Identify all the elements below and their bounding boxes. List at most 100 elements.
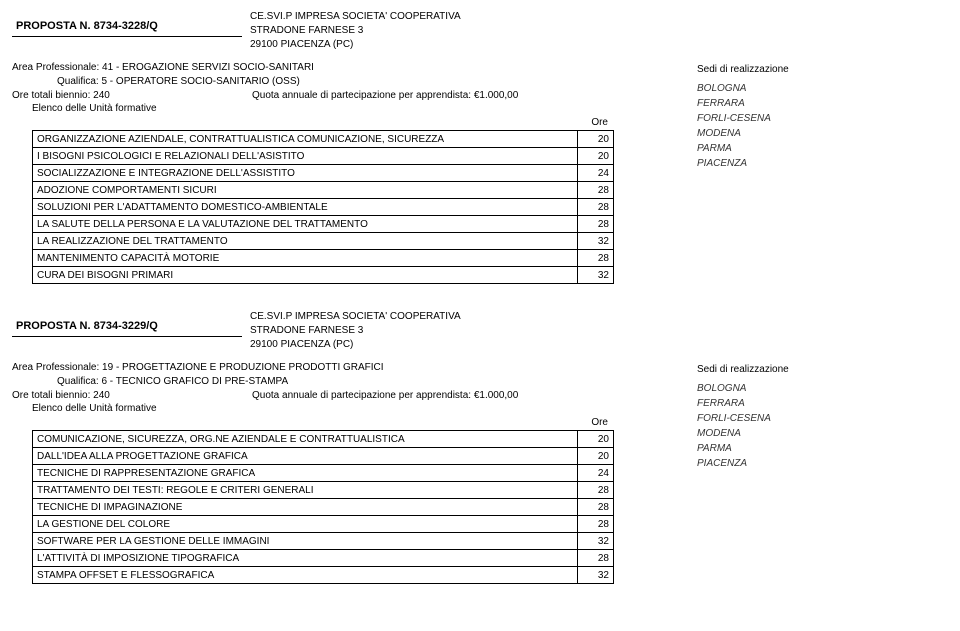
unit-label: TRATTAMENTO DEI TESTI: REGOLE E CRITERI … [33, 482, 578, 499]
company-city: 29100 PIACENZA (PC) [250, 38, 461, 52]
sedi-title: Sedi di realizzazione [697, 62, 948, 77]
totals-line: Ore totali biennio: 240Quota annuale di … [12, 390, 637, 401]
table-row: CURA DEI BISOGNI PRIMARI32 [33, 267, 614, 284]
table-row: TECNICHE DI RAPPRESENTAZIONE GRAFICA24 [33, 465, 614, 482]
sede-item: PIACENZA [697, 456, 948, 471]
table-row: COMUNICAZIONE, SICUREZZA, ORG.NE AZIENDA… [33, 431, 614, 448]
unit-hours: 32 [578, 233, 614, 250]
qualifica: Qualifica: 5 - OPERATORE SOCIO-SANITARIO… [57, 76, 637, 87]
proposal-number: PROPOSTA N. 8734-3229/Q [12, 308, 242, 337]
unit-label: CURA DEI BISOGNI PRIMARI [33, 267, 578, 284]
units-table: COMUNICAZIONE, SICUREZZA, ORG.NE AZIENDA… [32, 430, 614, 584]
sedi-list: BOLOGNAFERRARAFORLI-CESENAMODENAPARMAPIA… [697, 81, 948, 171]
sede-item: BOLOGNA [697, 381, 948, 396]
sede-item: FERRARA [697, 96, 948, 111]
unit-hours: 28 [578, 516, 614, 533]
unit-hours: 24 [578, 465, 614, 482]
unit-label: MANTENIMENTO CAPACITÀ MOTORIE [33, 250, 578, 267]
table-row: TECNICHE DI IMPAGINAZIONE28 [33, 499, 614, 516]
table-row: MANTENIMENTO CAPACITÀ MOTORIE28 [33, 250, 614, 267]
sede-item: MODENA [697, 126, 948, 141]
sede-item: PARMA [697, 441, 948, 456]
table-row: ORGANIZZAZIONE AZIENDALE, CONTRATTUALIST… [33, 131, 614, 148]
ore-totali: Ore totali biennio: 240 [12, 390, 252, 401]
quota-annuale: Quota annuale di partecipazione per appr… [252, 390, 518, 401]
proposal-body: Area Professionale: 19 - PROGETTAZIONE E… [12, 362, 948, 584]
table-row: SOCIALIZZAZIONE E INTEGRAZIONE DELL'ASSI… [33, 165, 614, 182]
sedi-column: Sedi di realizzazione BOLOGNAFERRARAFORLI… [637, 62, 948, 171]
left-column: Area Professionale: 19 - PROGETTAZIONE E… [12, 362, 637, 584]
company-city: 29100 PIACENZA (PC) [250, 338, 461, 352]
table-row: TRATTAMENTO DEI TESTI: REGOLE E CRITERI … [33, 482, 614, 499]
sedi-column: Sedi di realizzazione BOLOGNAFERRARAFORLI… [637, 362, 948, 471]
unit-label: TECNICHE DI IMPAGINAZIONE [33, 499, 578, 516]
unit-hours: 32 [578, 267, 614, 284]
table-row: SOLUZIONI PER L'ADATTAMENTO DOMESTICO-AM… [33, 199, 614, 216]
unit-hours: 28 [578, 550, 614, 567]
unit-label: I BISOGNI PSICOLOGICI E RELAZIONALI DELL… [33, 148, 578, 165]
table-row: STAMPA OFFSET E FLESSOGRAFICA32 [33, 567, 614, 584]
qualifica: Qualifica: 6 - TECNICO GRAFICO DI PRE-ST… [57, 376, 637, 387]
area-professionale: Area Professionale: 19 - PROGETTAZIONE E… [12, 362, 637, 373]
sedi-list: BOLOGNAFERRARAFORLI-CESENAMODENAPARMAPIA… [697, 381, 948, 471]
sede-item: PARMA [697, 141, 948, 156]
unit-hours: 32 [578, 567, 614, 584]
company-info: CE.SVI.P IMPRESA SOCIETA' COOPERATIVASTR… [250, 308, 461, 352]
unit-hours: 32 [578, 533, 614, 550]
unit-label: LA SALUTE DELLA PERSONA E LA VALUTAZIONE… [33, 216, 578, 233]
sede-item: PIACENZA [697, 156, 948, 171]
unit-label: ORGANIZZAZIONE AZIENDALE, CONTRATTUALIST… [33, 131, 578, 148]
unit-hours: 28 [578, 499, 614, 516]
left-column: Area Professionale: 41 - EROGAZIONE SERV… [12, 62, 637, 284]
table-row: SOFTWARE PER LA GESTIONE DELLE IMMAGINI3… [33, 533, 614, 550]
unit-hours: 20 [578, 431, 614, 448]
table-row: LA GESTIONE DEL COLORE28 [33, 516, 614, 533]
unit-label: SOCIALIZZAZIONE E INTEGRAZIONE DELL'ASSI… [33, 165, 578, 182]
totals-line: Ore totali biennio: 240Quota annuale di … [12, 90, 637, 101]
sede-item: MODENA [697, 426, 948, 441]
unit-hours: 28 [578, 482, 614, 499]
table-row: LA REALIZZAZIONE DEL TRATTAMENTO32 [33, 233, 614, 250]
unit-label: LA REALIZZAZIONE DEL TRATTAMENTO [33, 233, 578, 250]
proposal-header: PROPOSTA N. 8734-3228/Q CE.SVI.P IMPRESA … [12, 8, 948, 52]
unit-label: ADOZIONE COMPORTAMENTI SICURI [33, 182, 578, 199]
unit-hours: 28 [578, 250, 614, 267]
table-row: DALL'IDEA ALLA PROGETTAZIONE GRAFICA20 [33, 448, 614, 465]
company-street: STRADONE FARNESE 3 [250, 324, 461, 338]
proposal-block: PROPOSTA N. 8734-3228/Q CE.SVI.P IMPRESA … [12, 8, 948, 284]
company-name: CE.SVI.P IMPRESA SOCIETA' COOPERATIVA [250, 10, 461, 24]
proposal-body: Area Professionale: 41 - EROGAZIONE SERV… [12, 62, 948, 284]
elenco-label: Elenco delle Unità formative [32, 403, 637, 414]
table-row: ADOZIONE COMPORTAMENTI SICURI28 [33, 182, 614, 199]
sede-item: FORLI-CESENA [697, 411, 948, 426]
unit-hours: 24 [578, 165, 614, 182]
unit-hours: 28 [578, 216, 614, 233]
sede-item: FERRARA [697, 396, 948, 411]
table-row: I BISOGNI PSICOLOGICI E RELAZIONALI DELL… [33, 148, 614, 165]
quota-annuale: Quota annuale di partecipazione per appr… [252, 90, 518, 101]
unit-label: DALL'IDEA ALLA PROGETTAZIONE GRAFICA [33, 448, 578, 465]
sedi-title: Sedi di realizzazione [697, 362, 948, 377]
proposal-number: PROPOSTA N. 8734-3228/Q [12, 8, 242, 37]
units-table: ORGANIZZAZIONE AZIENDALE, CONTRATTUALIST… [32, 130, 614, 284]
unit-label: LA GESTIONE DEL COLORE [33, 516, 578, 533]
unit-label: TECNICHE DI RAPPRESENTAZIONE GRAFICA [33, 465, 578, 482]
ore-totali: Ore totali biennio: 240 [12, 90, 252, 101]
table-row: LA SALUTE DELLA PERSONA E LA VALUTAZIONE… [33, 216, 614, 233]
unit-label: L'ATTIVITÀ DI IMPOSIZIONE TIPOGRAFICA [33, 550, 578, 567]
unit-label: STAMPA OFFSET E FLESSOGRAFICA [33, 567, 578, 584]
unit-label: SOLUZIONI PER L'ADATTAMENTO DOMESTICO-AM… [33, 199, 578, 216]
table-row: L'ATTIVITÀ DI IMPOSIZIONE TIPOGRAFICA28 [33, 550, 614, 567]
sede-item: BOLOGNA [697, 81, 948, 96]
unit-hours: 28 [578, 182, 614, 199]
area-professionale: Area Professionale: 41 - EROGAZIONE SERV… [12, 62, 637, 73]
company-name: CE.SVI.P IMPRESA SOCIETA' COOPERATIVA [250, 310, 461, 324]
unit-hours: 20 [578, 448, 614, 465]
unit-label: COMUNICAZIONE, SICUREZZA, ORG.NE AZIENDA… [33, 431, 578, 448]
proposal-header: PROPOSTA N. 8734-3229/Q CE.SVI.P IMPRESA … [12, 308, 948, 352]
unit-hours: 20 [578, 131, 614, 148]
ore-column-header: Ore [32, 417, 614, 430]
elenco-label: Elenco delle Unità formative [32, 103, 637, 114]
sede-item: FORLI-CESENA [697, 111, 948, 126]
ore-column-header: Ore [32, 117, 614, 130]
